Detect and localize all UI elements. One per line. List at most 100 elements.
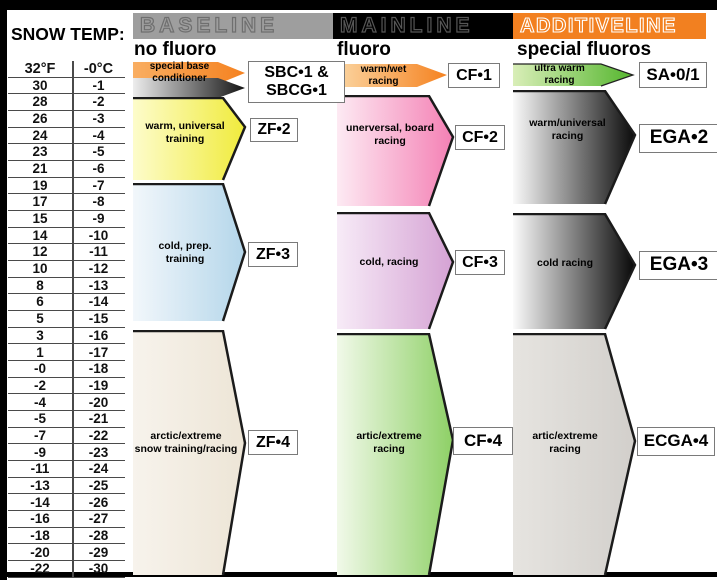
temp-row: -14 -26 bbox=[8, 494, 125, 512]
temp-c-value: -20 bbox=[88, 394, 109, 410]
header-additiveline-label: ADDITIVELINE bbox=[519, 14, 677, 37]
temp-c-value: -10 bbox=[88, 227, 109, 243]
temp-c-value: -30 bbox=[88, 561, 109, 577]
temp-row: -7 -22 bbox=[8, 428, 125, 445]
temp-row: -22 -30 bbox=[8, 561, 125, 578]
temp-row: -13 -25 bbox=[8, 478, 125, 495]
temp-row: -2 -19 bbox=[8, 378, 125, 395]
temp-c-value: -4 bbox=[92, 127, 105, 143]
header-mainline-label: MAINLINE bbox=[339, 13, 474, 37]
temp-c-value: -23 bbox=[88, 444, 109, 460]
temp-f-value: -2 bbox=[33, 377, 46, 393]
temp-c-value: -25 bbox=[88, 477, 109, 493]
temp-c-value: -19 bbox=[88, 377, 109, 393]
temp-row: 6 -14 bbox=[8, 294, 125, 312]
temp-c-value: -11 bbox=[89, 244, 108, 260]
header-baseline-label: BASELINE bbox=[139, 13, 279, 37]
temp-row: 26 -3 bbox=[8, 111, 125, 128]
temp-table: 32°F -0°C 30 -1 28 -2 26 -3 24 -4 23 -5 21 -6 19 -7 17 -8… bbox=[8, 61, 125, 578]
product-box-zf2: ZF•2 bbox=[250, 118, 298, 142]
temp-f-value: 8 bbox=[36, 277, 44, 293]
frame-top bbox=[0, 0, 717, 10]
temp-row: -16 -27 bbox=[8, 511, 125, 528]
band-mainline-artic-extreme bbox=[337, 333, 455, 576]
temp-f-value: 12 bbox=[32, 244, 48, 260]
temp-c-value: -8 bbox=[92, 194, 105, 210]
temp-row: 17 -8 bbox=[8, 194, 125, 212]
temp-f-value: 32°F bbox=[24, 60, 56, 77]
temp-c-value: -7 bbox=[92, 177, 105, 193]
temp-c-value: -17 bbox=[88, 344, 109, 360]
header-bar-mainline: MAINLINE bbox=[333, 13, 513, 39]
product-box-cf4: CF•4 bbox=[453, 427, 513, 455]
page-title: SNOW TEMP: bbox=[11, 24, 125, 44]
temp-f-value: 15 bbox=[32, 211, 48, 227]
temp-c-value: -16 bbox=[88, 327, 109, 343]
temp-row: 19 -7 bbox=[8, 178, 125, 195]
temp-row: -20 -29 bbox=[8, 544, 125, 562]
band-additiveline-ultra-warm bbox=[513, 63, 635, 87]
temp-f-value: 6 bbox=[36, 294, 44, 310]
temp-row: 28 -2 bbox=[8, 94, 125, 112]
band-mainline-warm-wet bbox=[337, 64, 447, 87]
temp-f-value: 23 bbox=[32, 144, 48, 160]
temp-f-value: -9 bbox=[33, 444, 46, 460]
product-box-sbc1-sbcg1: SBC•1 & SBCG•1 bbox=[248, 61, 345, 103]
temp-row: -9 -23 bbox=[8, 444, 125, 462]
product-box-zf3: ZF•3 bbox=[248, 242, 298, 267]
temp-row: -4 -20 bbox=[8, 394, 125, 412]
temp-c-value: -6 bbox=[92, 161, 105, 177]
temp-f-value: -14 bbox=[30, 494, 50, 510]
temp-f-value: -22 bbox=[30, 561, 50, 577]
temp-f-value: 14 bbox=[32, 227, 48, 243]
temp-row: 5 -15 bbox=[8, 311, 125, 328]
product-box-cf2: CF•2 bbox=[455, 125, 505, 150]
product-sbc1: SBC•1 & bbox=[264, 64, 329, 82]
temp-row: -0 -18 bbox=[8, 361, 125, 378]
temp-c-value: -12 bbox=[88, 261, 109, 277]
temp-c-value: -3 bbox=[92, 111, 105, 127]
temp-c-value: -15 bbox=[88, 311, 109, 327]
band-mainline-cold-racing bbox=[337, 212, 455, 330]
temp-f-value: 10 bbox=[32, 261, 48, 277]
temp-row: 3 -16 bbox=[8, 328, 125, 345]
temp-row: 8 -13 bbox=[8, 278, 125, 295]
temp-f-value: 1 bbox=[36, 344, 44, 360]
band-additiveline-artic-extreme bbox=[513, 333, 637, 576]
temp-row: 12 -11 bbox=[8, 244, 125, 262]
temp-c-value: -24 bbox=[88, 461, 109, 477]
product-box-ega3: EGA•3 bbox=[639, 251, 717, 280]
temp-f-value: -5 bbox=[33, 411, 46, 427]
temp-row: 24 -4 bbox=[8, 128, 125, 145]
band-mainline-universal-board bbox=[337, 95, 455, 207]
product-box-cf1: CF•1 bbox=[448, 63, 500, 88]
temp-row: 32°F -0°C bbox=[8, 61, 125, 78]
band-additiveline-cold-racing bbox=[513, 213, 637, 330]
header-bar-baseline: BASELINE bbox=[133, 13, 333, 39]
temp-f-value: -0 bbox=[33, 361, 46, 377]
temp-f-value: -16 bbox=[30, 511, 50, 527]
temp-f-value: 17 bbox=[32, 194, 48, 210]
subheader-mainline: fluoro bbox=[337, 39, 391, 60]
temp-f-value: 5 bbox=[36, 311, 44, 327]
temp-f-value: -11 bbox=[30, 461, 50, 477]
temp-row: 30 -1 bbox=[8, 78, 125, 95]
temp-f-value: 24 bbox=[32, 127, 48, 143]
temp-c-value: -28 bbox=[88, 527, 109, 543]
temp-c-value: -2 bbox=[92, 94, 105, 110]
temp-row: -18 -28 bbox=[8, 528, 125, 545]
product-box-sa01: SA•0/1 bbox=[639, 62, 707, 88]
temp-c-value: -22 bbox=[88, 427, 109, 443]
header-bar-additiveline: ADDITIVELINE bbox=[513, 13, 706, 39]
temp-c-value: -21 bbox=[88, 411, 109, 427]
temp-row: 14 -10 bbox=[8, 228, 125, 245]
temp-c-value: -1 bbox=[92, 77, 105, 93]
temp-f-value: -13 bbox=[30, 477, 50, 493]
temp-c-value: -9 bbox=[92, 211, 105, 227]
temp-f-value: -4 bbox=[33, 394, 46, 410]
temp-c-value: -14 bbox=[88, 294, 109, 310]
band-baseline-warm-universal bbox=[133, 97, 247, 181]
temp-f-value: -20 bbox=[30, 544, 50, 560]
temp-f-value: 26 bbox=[32, 111, 48, 127]
